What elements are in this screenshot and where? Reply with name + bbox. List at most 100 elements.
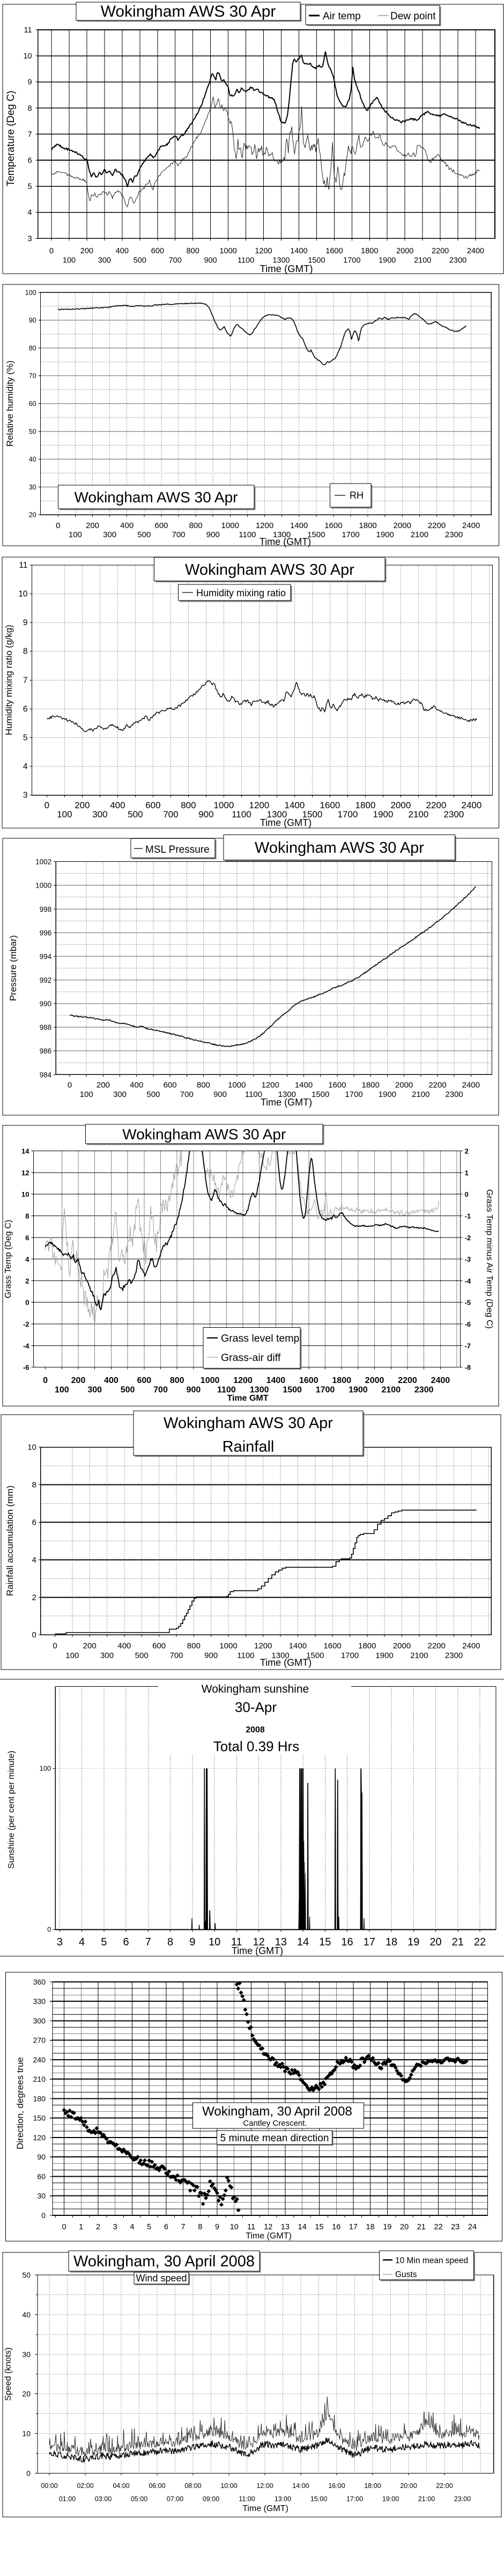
- svg-text:Time (GMT): Time (GMT): [260, 1657, 312, 1668]
- svg-text:1: 1: [465, 1169, 469, 1177]
- svg-text:1700: 1700: [316, 1386, 335, 1395]
- svg-text:15: 15: [315, 2223, 323, 2231]
- svg-text:2200: 2200: [428, 521, 446, 530]
- svg-text:900: 900: [187, 1386, 201, 1395]
- svg-text:600: 600: [164, 1081, 177, 1090]
- svg-text:11: 11: [24, 26, 32, 35]
- svg-text:18:00: 18:00: [364, 2482, 381, 2490]
- svg-text:400: 400: [116, 247, 129, 255]
- svg-text:1600: 1600: [324, 521, 342, 530]
- svg-text:10:00: 10:00: [220, 2482, 237, 2490]
- svg-text:1400: 1400: [295, 1081, 313, 1090]
- svg-text:988: 988: [40, 1023, 52, 1031]
- svg-text:Temperature (Deg C): Temperature (Deg C): [5, 91, 17, 186]
- svg-text:Humidity mixing ratio: Humidity mixing ratio: [196, 588, 286, 598]
- svg-text:2300: 2300: [445, 530, 463, 539]
- svg-text:2000: 2000: [395, 1081, 413, 1090]
- svg-text:1700: 1700: [342, 530, 359, 539]
- svg-text:Wokingham, 30 April 2008: Wokingham, 30 April 2008: [73, 2253, 255, 2270]
- svg-text:0: 0: [53, 1642, 57, 1651]
- svg-text:200: 200: [83, 1642, 97, 1651]
- svg-text:23: 23: [451, 2223, 459, 2231]
- svg-text:9: 9: [189, 1936, 195, 1948]
- svg-text:2100: 2100: [410, 1651, 428, 1660]
- svg-text:2000: 2000: [394, 521, 411, 530]
- svg-text:990: 990: [40, 1000, 52, 1008]
- svg-text:9: 9: [215, 2223, 219, 2231]
- svg-text:Grass Temp (Deg C): Grass Temp (Deg C): [4, 1220, 13, 1298]
- svg-text:0: 0: [41, 2211, 46, 2220]
- svg-text:500: 500: [134, 257, 146, 265]
- svg-text:100: 100: [57, 809, 72, 819]
- svg-text:0: 0: [62, 2223, 66, 2231]
- svg-text:Wokingham AWS 30 Apr: Wokingham AWS 30 Apr: [255, 839, 424, 857]
- svg-text:Wokingham, 30 April 2008: Wokingham, 30 April 2008: [202, 2104, 352, 2119]
- svg-text:2400: 2400: [461, 800, 481, 810]
- svg-text:Cantley Crescent.: Cantley Crescent.: [243, 2119, 307, 2128]
- svg-text:7: 7: [28, 130, 32, 139]
- svg-text:60: 60: [37, 2172, 46, 2181]
- svg-text:2: 2: [96, 2223, 100, 2231]
- svg-text:2000: 2000: [396, 247, 413, 255]
- svg-text:-2: -2: [465, 1234, 471, 1242]
- svg-text:Rainfall: Rainfall: [223, 1438, 275, 1455]
- svg-text:0: 0: [25, 1299, 29, 1307]
- svg-text:8: 8: [198, 2223, 202, 2231]
- svg-text:1100: 1100: [239, 530, 256, 539]
- svg-text:Time (GMT): Time (GMT): [242, 2504, 288, 2513]
- svg-text:-4: -4: [23, 1342, 29, 1350]
- svg-text:300: 300: [33, 2017, 46, 2025]
- svg-text:Wokingham AWS 30 Apr: Wokingham AWS 30 Apr: [74, 489, 238, 506]
- svg-text:10: 10: [23, 52, 32, 61]
- svg-text:2100: 2100: [414, 257, 431, 265]
- svg-text:1300: 1300: [266, 809, 287, 819]
- svg-text:20: 20: [29, 511, 36, 519]
- svg-text:2200: 2200: [428, 1081, 446, 1090]
- svg-text:2: 2: [25, 1277, 29, 1285]
- svg-text:700: 700: [169, 1651, 183, 1660]
- svg-text:4: 4: [25, 1255, 29, 1263]
- svg-text:20: 20: [429, 1936, 441, 1948]
- svg-text:210: 210: [33, 2075, 46, 2083]
- svg-text:500: 500: [135, 1651, 149, 1660]
- svg-text:700: 700: [169, 257, 182, 265]
- svg-text:992: 992: [40, 976, 52, 984]
- svg-text:1000: 1000: [228, 1081, 246, 1090]
- svg-text:100: 100: [80, 1090, 93, 1099]
- svg-text:Wokingham AWS 30 Apr: Wokingham AWS 30 Apr: [101, 3, 276, 20]
- svg-text:2000: 2000: [365, 1376, 384, 1385]
- svg-text:04:00: 04:00: [113, 2482, 129, 2490]
- svg-text:16: 16: [332, 2223, 340, 2231]
- svg-text:-4: -4: [465, 1277, 471, 1285]
- svg-text:Time GMT: Time GMT: [227, 1394, 268, 1403]
- svg-text:1100: 1100: [238, 257, 254, 265]
- svg-text:MSL Pressure: MSL Pressure: [145, 844, 210, 855]
- svg-text:2100: 2100: [412, 1090, 429, 1099]
- svg-text:Wind speed: Wind speed: [136, 2273, 187, 2284]
- svg-text:Grass-air diff: Grass-air diff: [221, 1352, 281, 1364]
- svg-text:900: 900: [198, 809, 213, 819]
- svg-text:2200: 2200: [398, 1376, 417, 1385]
- svg-text:09:00: 09:00: [203, 2496, 219, 2503]
- svg-text:22:00: 22:00: [436, 2482, 453, 2490]
- svg-text:Sunshine (per cent per minute): Sunshine (per cent per minute): [7, 1751, 16, 1869]
- svg-text:100: 100: [65, 1651, 79, 1660]
- svg-text:400: 400: [110, 800, 125, 810]
- svg-text:1900: 1900: [379, 257, 396, 265]
- svg-text:Wokingham AWS 30 Apr: Wokingham AWS 30 Apr: [185, 561, 354, 579]
- svg-text:-6: -6: [465, 1320, 471, 1328]
- svg-text:21:00: 21:00: [418, 2496, 435, 2503]
- svg-text:7: 7: [181, 2223, 186, 2231]
- svg-text:6: 6: [164, 2223, 168, 2231]
- svg-text:1300: 1300: [273, 530, 291, 539]
- svg-text:12:00: 12:00: [256, 2482, 273, 2490]
- svg-text:17:00: 17:00: [346, 2496, 363, 2503]
- svg-text:900: 900: [206, 530, 220, 539]
- svg-text:1600: 1600: [320, 800, 340, 810]
- svg-text:1800: 1800: [332, 1376, 351, 1385]
- svg-text:4: 4: [130, 2223, 134, 2231]
- svg-text:1800: 1800: [362, 1081, 380, 1090]
- svg-text:1700: 1700: [337, 809, 358, 819]
- svg-text:12: 12: [253, 1936, 264, 1948]
- svg-text:01:00: 01:00: [59, 2496, 76, 2503]
